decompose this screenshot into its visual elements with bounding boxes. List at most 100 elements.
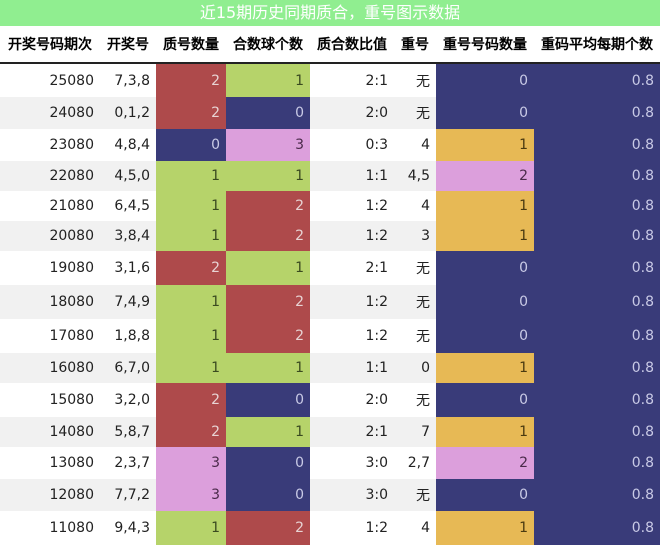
cell-repeat-count: 2 <box>436 447 534 479</box>
cell-composite-count: 1 <box>226 417 310 447</box>
cell-composite-count: 3 <box>226 129 310 161</box>
table-row: 23080 4,8,4 0 3 0:3 4 1 0.8 <box>0 129 660 161</box>
cell-repeat-count: 1 <box>436 417 534 447</box>
table-row: 15080 3,2,0 2 0 2:0 无 0 0.8 <box>0 383 660 417</box>
cell-repeat: 无 <box>394 251 436 285</box>
cell-number: 3,8,4 <box>100 221 156 251</box>
cell-number: 7,3,8 <box>100 63 156 97</box>
header-repeat-count[interactable]: 重号号码数量 <box>436 26 534 64</box>
cell-prime-count: 0 <box>156 129 226 161</box>
cell-avg: 0.8 <box>534 511 660 545</box>
cell-repeat-count: 0 <box>436 251 534 285</box>
cell-repeat: 2,7 <box>394 447 436 479</box>
table-row: 18080 7,4,9 1 2 1:2 无 0 0.8 <box>0 285 660 319</box>
cell-avg: 0.8 <box>534 319 660 353</box>
cell-repeat-count: 1 <box>436 221 534 251</box>
header-avg[interactable]: 重码平均每期个数 <box>534 26 660 64</box>
table-row: 25080 7,3,8 2 1 2:1 无 0 0.8 <box>0 63 660 97</box>
cell-period: 16080 <box>0 353 100 383</box>
table-row: 24080 0,1,2 2 0 2:0 无 0 0.8 <box>0 97 660 129</box>
cell-prime-count: 2 <box>156 251 226 285</box>
cell-avg: 0.8 <box>534 251 660 285</box>
cell-number: 5,8,7 <box>100 417 156 447</box>
cell-ratio: 0:3 <box>310 129 394 161</box>
cell-number: 4,8,4 <box>100 129 156 161</box>
cell-prime-count: 3 <box>156 447 226 479</box>
cell-avg: 0.8 <box>534 479 660 511</box>
cell-repeat-count: 1 <box>436 129 534 161</box>
cell-number: 1,8,8 <box>100 319 156 353</box>
cell-composite-count: 0 <box>226 383 310 417</box>
cell-repeat-count: 0 <box>436 319 534 353</box>
cell-repeat: 4,5 <box>394 161 436 191</box>
cell-avg: 0.8 <box>534 417 660 447</box>
cell-period: 17080 <box>0 319 100 353</box>
cell-period: 13080 <box>0 447 100 479</box>
table-row: 11080 9,4,3 1 2 1:2 4 1 0.8 <box>0 511 660 545</box>
cell-period: 20080 <box>0 221 100 251</box>
header-row: 开奖号码期次 开奖号 质号数量 合数球个数 质合数比值 重号 重号号码数量 重码… <box>0 26 660 64</box>
cell-number: 7,7,2 <box>100 479 156 511</box>
cell-repeat: 7 <box>394 417 436 447</box>
cell-avg: 0.8 <box>534 129 660 161</box>
header-period[interactable]: 开奖号码期次 <box>0 26 100 64</box>
header-number[interactable]: 开奖号 <box>100 26 156 64</box>
cell-ratio: 1:2 <box>310 319 394 353</box>
header-ratio[interactable]: 质合数比值 <box>310 26 394 64</box>
cell-number: 4,5,0 <box>100 161 156 191</box>
cell-composite-count: 1 <box>226 161 310 191</box>
cell-repeat-count: 2 <box>436 161 534 191</box>
cell-repeat: 无 <box>394 479 436 511</box>
header-prime-count[interactable]: 质号数量 <box>156 26 226 64</box>
cell-avg: 0.8 <box>534 161 660 191</box>
cell-composite-count: 2 <box>226 319 310 353</box>
page-title: 近15期历史同期质合，重号图示数据 <box>0 0 660 26</box>
cell-avg: 0.8 <box>534 447 660 479</box>
cell-prime-count: 1 <box>156 353 226 383</box>
cell-avg: 0.8 <box>534 191 660 221</box>
cell-ratio: 2:1 <box>310 63 394 97</box>
cell-avg: 0.8 <box>534 97 660 129</box>
cell-ratio: 1:2 <box>310 511 394 545</box>
cell-ratio: 1:1 <box>310 353 394 383</box>
cell-repeat: 无 <box>394 285 436 319</box>
cell-ratio: 3:0 <box>310 479 394 511</box>
cell-repeat-count: 0 <box>436 383 534 417</box>
cell-repeat: 无 <box>394 383 436 417</box>
cell-composite-count: 2 <box>226 285 310 319</box>
cell-composite-count: 1 <box>226 353 310 383</box>
cell-period: 23080 <box>0 129 100 161</box>
table-row: 22080 4,5,0 1 1 1:1 4,5 2 0.8 <box>0 161 660 191</box>
cell-repeat: 3 <box>394 221 436 251</box>
cell-ratio: 1:1 <box>310 161 394 191</box>
cell-period: 24080 <box>0 97 100 129</box>
header-repeat[interactable]: 重号 <box>394 26 436 64</box>
cell-period: 19080 <box>0 251 100 285</box>
cell-composite-count: 0 <box>226 447 310 479</box>
cell-number: 2,3,7 <box>100 447 156 479</box>
table-body: 25080 7,3,8 2 1 2:1 无 0 0.8 24080 0,1,2 2 0 2:0 无 0 0.8… <box>0 63 660 545</box>
header-composite-count[interactable]: 合数球个数 <box>226 26 310 64</box>
cell-ratio: 1:2 <box>310 221 394 251</box>
cell-prime-count: 2 <box>156 417 226 447</box>
cell-prime-count: 1 <box>156 319 226 353</box>
cell-ratio: 3:0 <box>310 447 394 479</box>
cell-composite-count: 2 <box>226 511 310 545</box>
cell-ratio: 1:2 <box>310 285 394 319</box>
cell-repeat: 4 <box>394 511 436 545</box>
cell-ratio: 2:1 <box>310 417 394 447</box>
cell-prime-count: 2 <box>156 383 226 417</box>
cell-number: 3,2,0 <box>100 383 156 417</box>
cell-composite-count: 0 <box>226 97 310 129</box>
cell-repeat-count: 0 <box>436 63 534 97</box>
cell-repeat-count: 0 <box>436 97 534 129</box>
table-row: 20080 3,8,4 1 2 1:2 3 1 0.8 <box>0 221 660 251</box>
cell-repeat: 0 <box>394 353 436 383</box>
cell-prime-count: 1 <box>156 161 226 191</box>
cell-period: 14080 <box>0 417 100 447</box>
table-row: 12080 7,7,2 3 0 3:0 无 0 0.8 <box>0 479 660 511</box>
cell-repeat: 无 <box>394 63 436 97</box>
cell-number: 6,7,0 <box>100 353 156 383</box>
cell-avg: 0.8 <box>534 353 660 383</box>
